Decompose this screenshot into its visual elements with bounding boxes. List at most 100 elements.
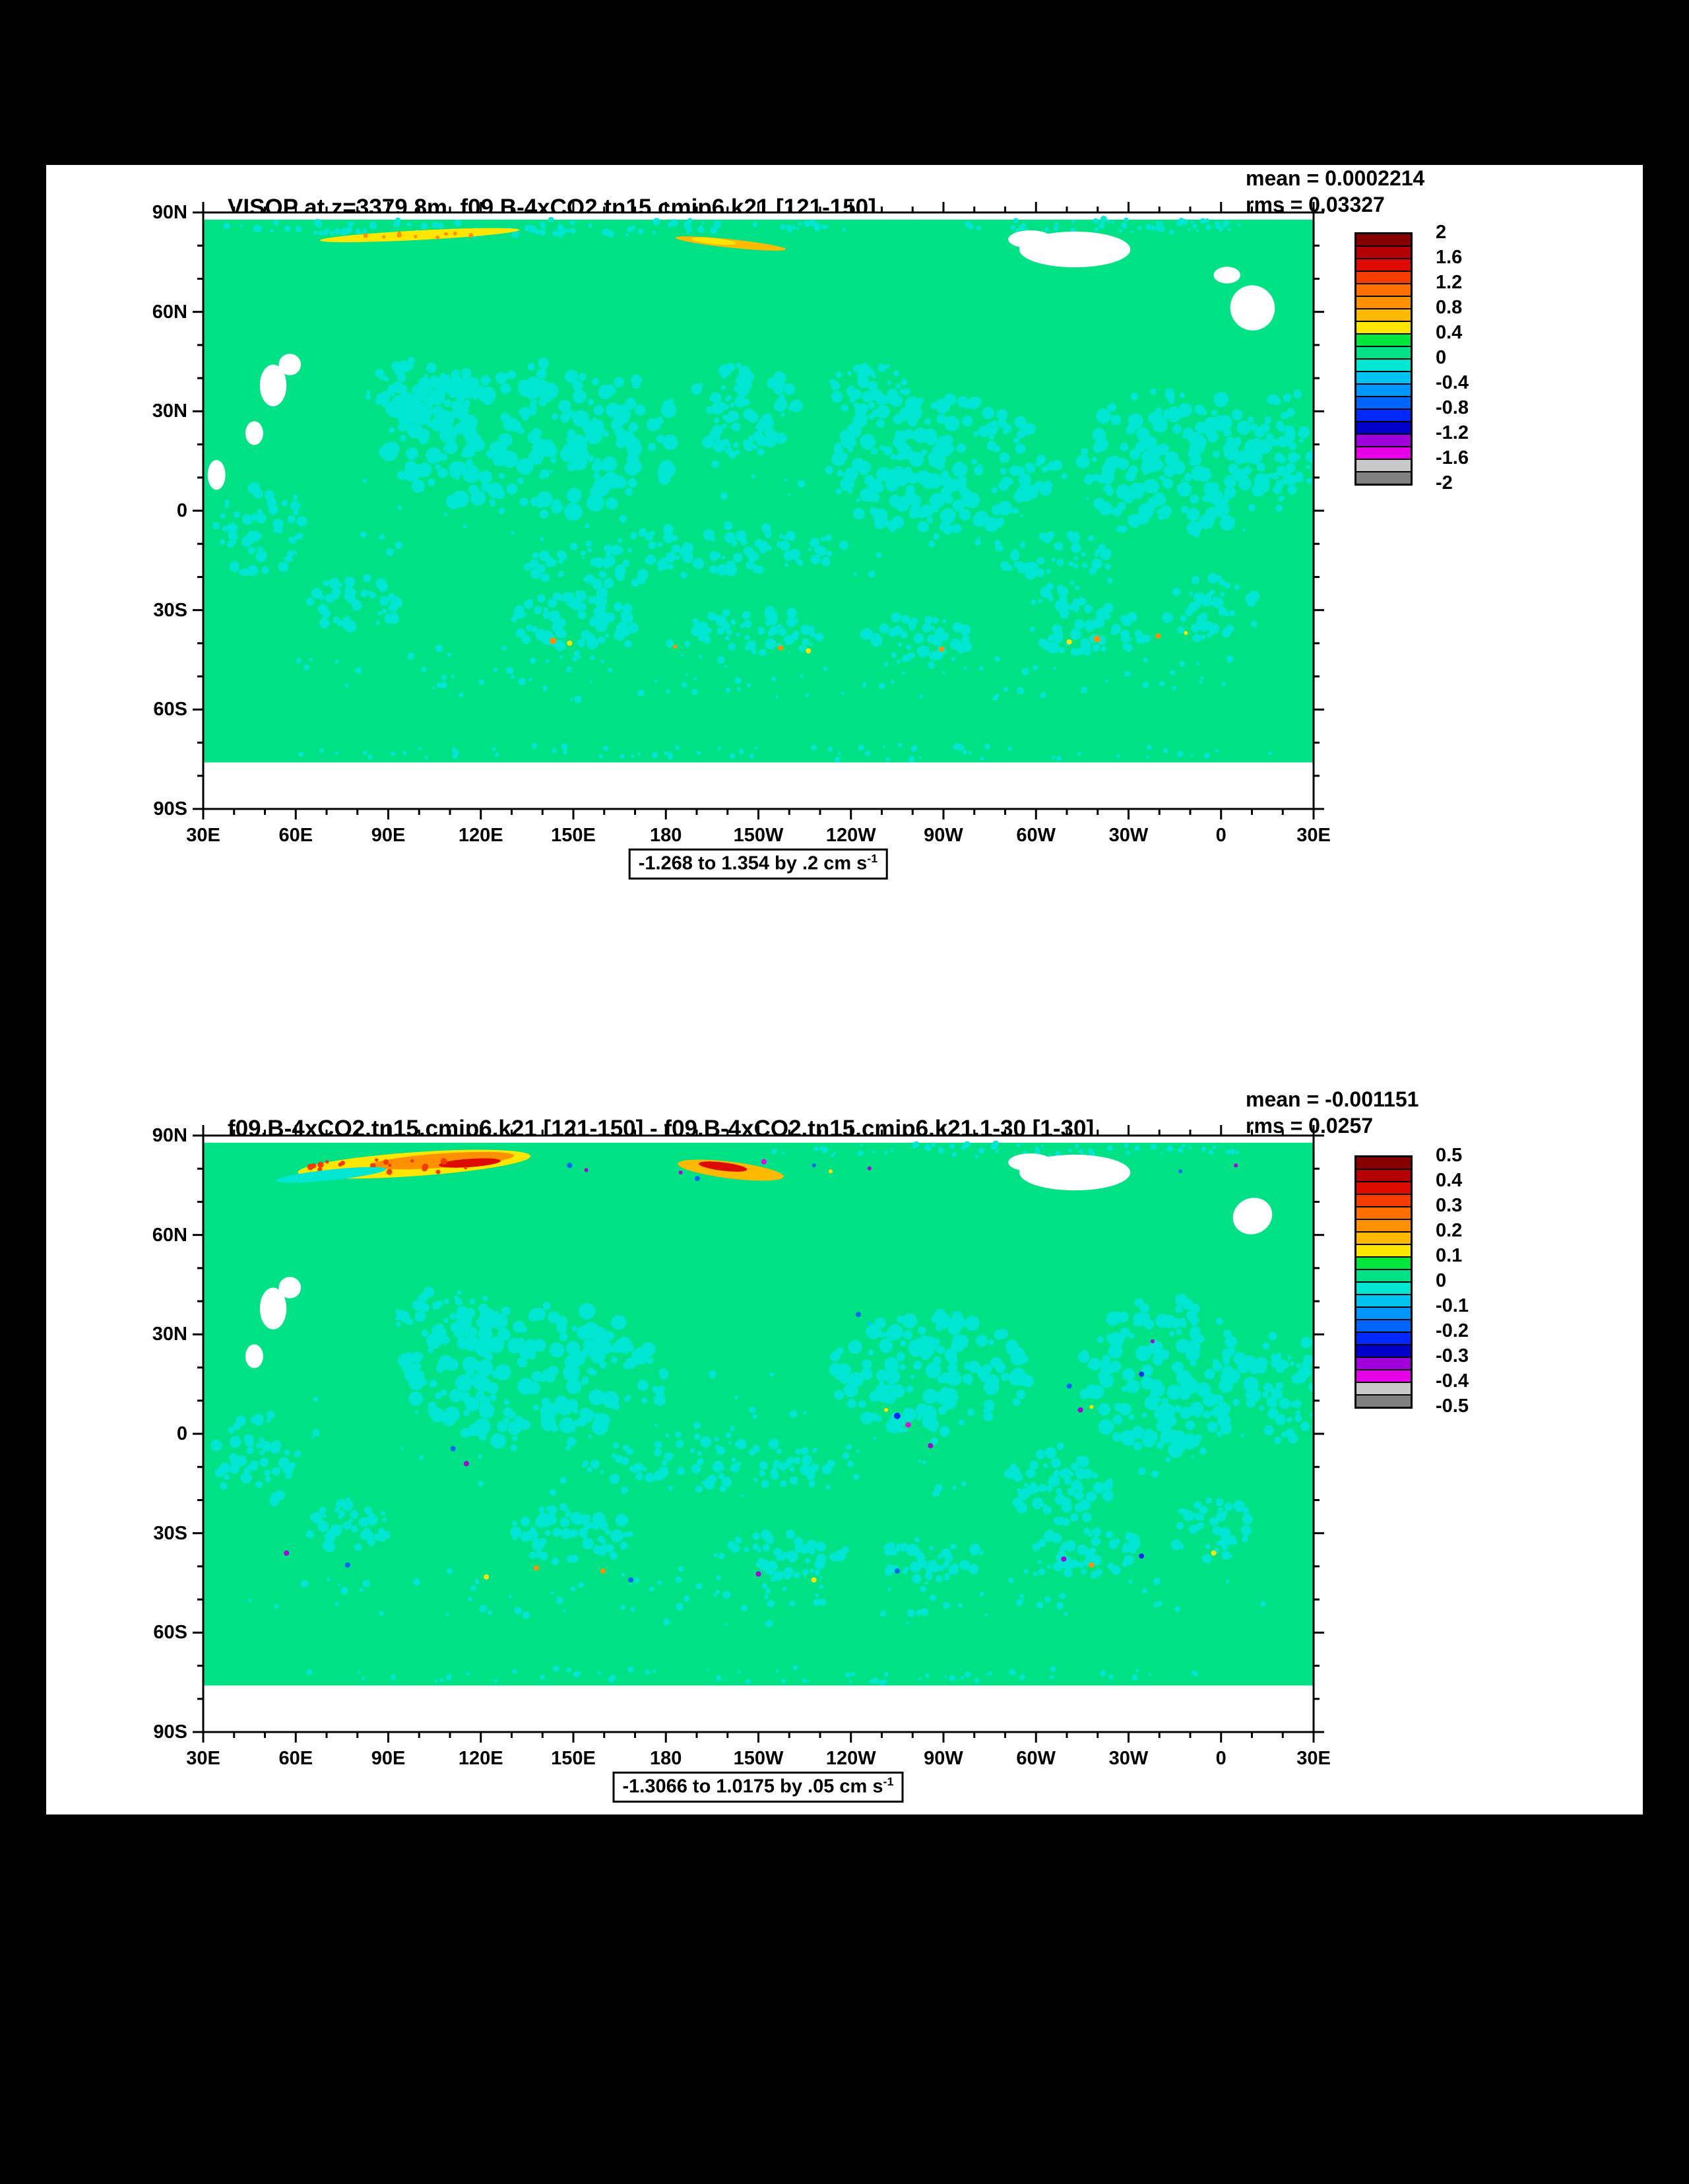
colorbar-box [1356, 234, 1411, 246]
colorbar-box [1356, 384, 1411, 397]
lon-tick-label: 150E [551, 825, 596, 846]
colorbar-label: -1.2 [1436, 422, 1469, 443]
colorbar-label: -0.8 [1436, 397, 1469, 418]
lat-tick-label: 60N [152, 301, 187, 323]
colorbar-box [1356, 334, 1411, 346]
lat-tick-label: 0 [176, 1423, 187, 1444]
colorbar-box [1356, 346, 1411, 359]
lon-tick-label: 30E [186, 825, 220, 846]
colorbar-label: 0 [1436, 347, 1447, 368]
lon-tick-label: 60E [278, 1748, 313, 1769]
lat-tick-label: 60S [153, 699, 187, 721]
lat-tick-label: 90S [153, 798, 187, 819]
lon-tick-label: 150W [733, 1748, 784, 1769]
colorbar-box [1356, 1207, 1411, 1219]
colorbar-box [1356, 246, 1411, 259]
colorbar-box [1356, 259, 1411, 271]
colorbar-box [1356, 1269, 1411, 1282]
lat-tick-label: 60N [152, 1224, 187, 1246]
lon-tick-label: 30W [1108, 1748, 1149, 1769]
lon-tick-label: 0 [1215, 1748, 1227, 1769]
panel1-map [187, 197, 1329, 828]
colorbar-box [1356, 434, 1411, 447]
colorbar-box [1356, 472, 1411, 484]
colorbar-box [1356, 1194, 1411, 1207]
lon-tick-label: 90E [371, 1748, 406, 1769]
lat-tick-label: 90S [153, 1721, 187, 1743]
panel2-contour-range-text: -1.3066 to 1.0175 by .05 cm s [622, 1776, 883, 1797]
colorbar-box [1356, 359, 1411, 371]
lon-tick-label: 120E [458, 825, 503, 846]
colorbar-label: -0.3 [1436, 1345, 1469, 1366]
colorbar-label: 0.1 [1436, 1245, 1463, 1266]
colorbar-box [1356, 1244, 1411, 1257]
colorbar-label: 0.2 [1436, 1220, 1463, 1241]
colorbar-box [1356, 459, 1411, 472]
colorbar-box [1356, 296, 1411, 309]
lon-tick-label: 120W [825, 825, 876, 846]
lon-tick-label: 30E [1296, 1748, 1331, 1769]
lat-tick-label: 60S [153, 1622, 187, 1644]
lon-tick-label: 150W [733, 825, 784, 846]
colorbar-label: -2 [1436, 472, 1453, 494]
lon-tick-label: 120E [458, 1748, 503, 1769]
panel2-stats: mean = -0.001151 rms = 0.0257 [1246, 1086, 1418, 1139]
colorbar-box [1356, 1182, 1411, 1194]
colorbar-box [1356, 1282, 1411, 1295]
colorbar-box [1356, 1219, 1411, 1232]
colorbar-box [1356, 1395, 1411, 1407]
colorbar-label: 0.8 [1436, 297, 1463, 318]
lat-tick-label: 30N [152, 1324, 187, 1345]
lon-tick-label: 90W [924, 1748, 963, 1769]
lon-tick-label: 30E [186, 1748, 220, 1769]
colorbar-box [1356, 1157, 1411, 1169]
lat-tick-label: 30S [153, 1522, 187, 1544]
colorbar-box [1356, 1332, 1411, 1345]
lon-tick-label: 30E [1296, 825, 1331, 846]
panel2-contour-range-exponent: -1 [883, 1775, 894, 1788]
colorbar-box [1356, 1320, 1411, 1332]
lon-tick-label: 180 [650, 1748, 682, 1769]
colorbar-label: 0.4 [1436, 322, 1463, 343]
map-field-svg [193, 1125, 1324, 1743]
lat-tick-label: 30N [152, 401, 187, 422]
colorbar-box [1356, 1357, 1411, 1370]
colorbar-box [1356, 1169, 1411, 1182]
colorbar-label: 2 [1436, 222, 1447, 243]
lat-tick-label: 30S [153, 599, 187, 621]
colorbar-label: 0.4 [1436, 1170, 1463, 1191]
colorbar-box [1356, 1382, 1411, 1395]
colorbar-box [1356, 422, 1411, 434]
colorbar-box [1356, 321, 1411, 334]
colorbar-box [1356, 409, 1411, 422]
colorbar-label: -0.4 [1436, 372, 1469, 393]
colorbar-label: 1.2 [1436, 272, 1463, 293]
colorbar-box [1356, 284, 1411, 296]
colorbar-label: 1.6 [1436, 247, 1463, 268]
colorbar-label: 0 [1436, 1270, 1447, 1291]
lon-tick-label: 60W [1016, 1748, 1056, 1769]
lat-tick-label: 90N [152, 1125, 187, 1146]
colorbar-box [1356, 397, 1411, 409]
panel1-mean-value: mean = 0.0002214 [1246, 166, 1425, 190]
colorbar-box [1356, 1370, 1411, 1382]
lon-tick-label: 90W [924, 825, 963, 846]
lon-tick-label: 60W [1016, 825, 1056, 846]
lon-tick-label: 60E [278, 825, 313, 846]
lon-tick-label: 180 [650, 825, 682, 846]
lon-tick-label: 120W [825, 1748, 876, 1769]
colorbar-label: -0.4 [1436, 1370, 1469, 1392]
panel1-contour-range-caption: -1.268 to 1.354 by .2 cm s-1 [628, 849, 888, 880]
map-field-svg [193, 202, 1324, 819]
colorbar-box [1356, 1257, 1411, 1269]
panel2-contour-range-caption: -1.3066 to 1.0175 by .05 cm s-1 [612, 1772, 904, 1803]
colorbar-label: 0.3 [1436, 1195, 1463, 1216]
colorbar-label: -0.5 [1436, 1396, 1469, 1417]
lon-tick-label: 0 [1215, 825, 1227, 846]
panel2-map [187, 1120, 1329, 1751]
lon-tick-label: 150E [551, 1748, 596, 1769]
colorbar-box [1356, 1232, 1411, 1244]
panel1-contour-range-exponent: -1 [867, 852, 878, 865]
panel1-contour-range-text: -1.268 to 1.354 by .2 cm s [638, 852, 868, 874]
plot-paper: VISOP at z=3379.8m, f09.B-4xCO2.tn15.cmi… [46, 165, 1643, 1815]
